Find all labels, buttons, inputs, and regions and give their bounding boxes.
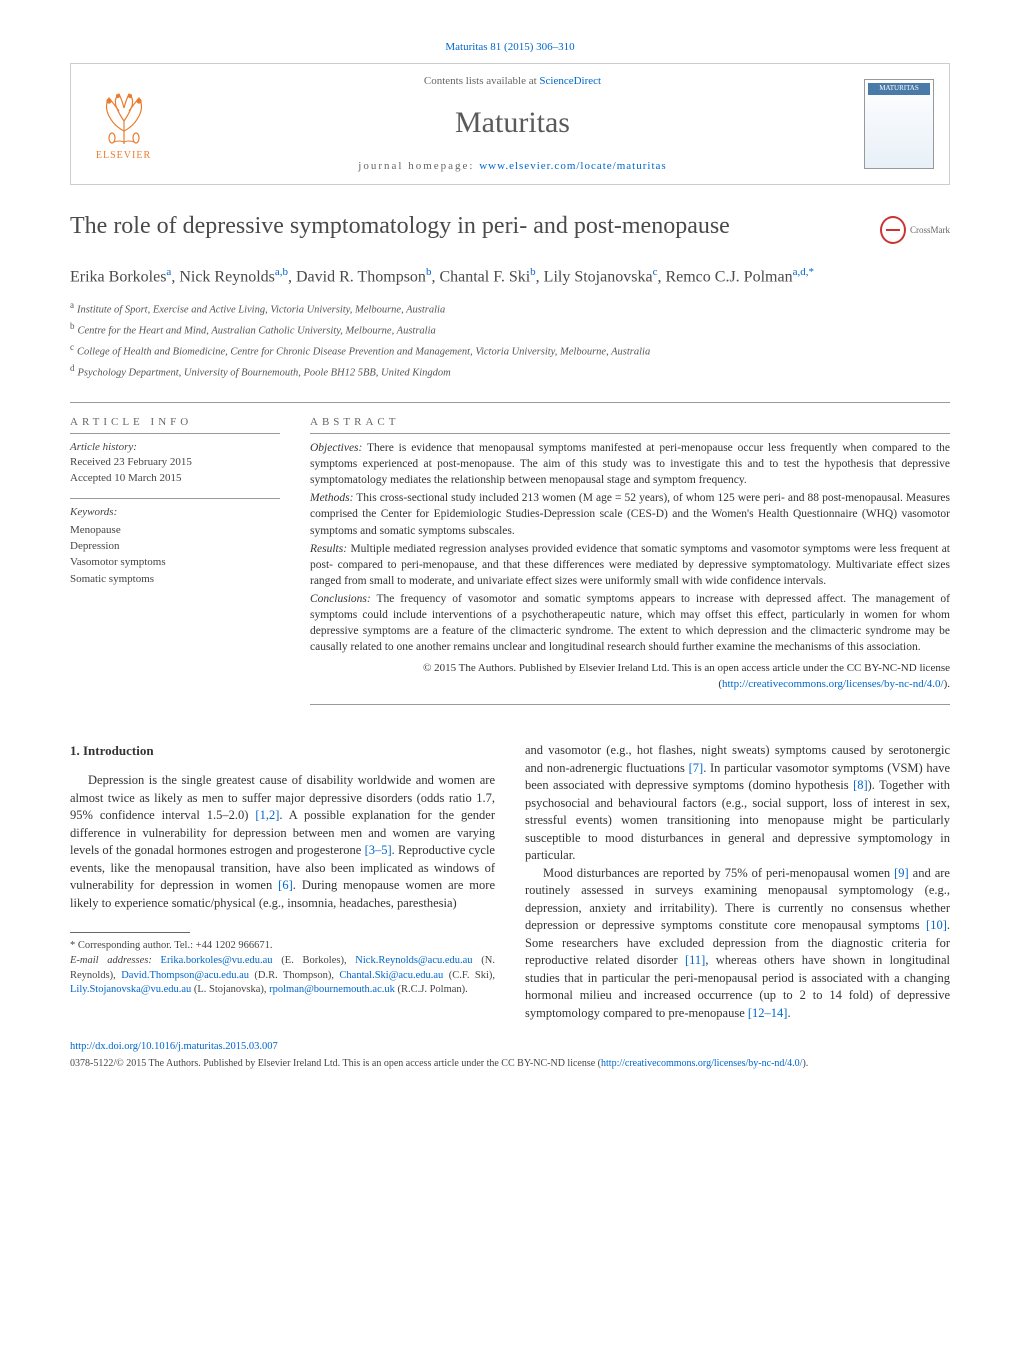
received-date: Received 23 February 2015 — [70, 455, 280, 470]
email-who: (C.F. Ski), — [443, 970, 495, 981]
journal-homepage-line: journal homepage: www.elsevier.com/locat… — [161, 159, 864, 174]
article-info-heading: ARTICLE INFO — [70, 415, 280, 430]
keywords-block: Keywords: MenopauseDepressionVasomotor s… — [70, 498, 280, 587]
elsevier-label: ELSEVIER — [96, 149, 151, 163]
ref-link[interactable]: [1,2] — [255, 808, 279, 822]
footnote-divider — [70, 932, 190, 933]
ref-link[interactable]: [8] — [853, 778, 868, 792]
results-label: Results: — [310, 543, 347, 555]
body-text: . — [787, 1006, 790, 1020]
email-link[interactable]: Erika.borkoles@vu.edu.au — [161, 955, 273, 966]
introduction-heading: 1. Introduction — [70, 742, 495, 760]
keyword-item: Somatic symptoms — [70, 572, 280, 587]
email-who: (L. Stojanovska), — [191, 984, 269, 995]
history-label: Article history: — [70, 440, 280, 455]
email-link[interactable]: Nick.Reynolds@acu.edu.au — [355, 955, 472, 966]
affiliation-line: aInstitute of Sport, Exercise and Active… — [70, 299, 950, 318]
email-who: (E. Borkoles), — [273, 955, 356, 966]
article-title: The role of depressive symptomatology in… — [70, 210, 880, 244]
abstract-conclusions: Conclusions: The frequency of vasomotor … — [310, 591, 950, 655]
affiliation-line: bCentre for the Heart and Mind, Australi… — [70, 320, 950, 339]
email-link[interactable]: David.Thompson@acu.edu.au — [121, 970, 249, 981]
divider — [310, 704, 950, 705]
journal-name: Maturitas — [161, 102, 864, 144]
doi-line: http://dx.doi.org/10.1016/j.maturitas.20… — [70, 1040, 950, 1055]
abstract-results: Results: Multiple mediated regression an… — [310, 541, 950, 589]
journal-cover-thumbnail: MATURITAS — [864, 79, 934, 169]
crossmark-label: CrossMark — [910, 224, 950, 237]
bottom-license-link[interactable]: http://creativecommons.org/licenses/by-n… — [601, 1058, 802, 1069]
divider — [70, 402, 950, 403]
body-paragraph: Depression is the single greatest cause … — [70, 772, 495, 912]
elsevier-tree-icon — [94, 86, 154, 146]
authors-line: Erika Borkolesa, Nick Reynoldsa,b, David… — [70, 265, 950, 289]
email-link[interactable]: Chantal.Ski@acu.edu.au — [339, 970, 443, 981]
article-info-column: ARTICLE INFO Article history: Received 2… — [70, 415, 280, 717]
sciencedirect-link[interactable]: ScienceDirect — [539, 75, 601, 87]
body-paragraph: Mood disturbances are reported by 75% of… — [525, 865, 950, 1023]
doi-link[interactable]: http://dx.doi.org/10.1016/j.maturitas.20… — [70, 1041, 278, 1052]
header-citation: Maturitas 81 (2015) 306–310 — [70, 40, 950, 55]
crossmark-badge[interactable]: CrossMark — [880, 210, 950, 250]
abstract-heading: ABSTRACT — [310, 415, 950, 430]
contents-lists-line: Contents lists available at ScienceDirec… — [161, 74, 864, 89]
body-column-right: and vasomotor (e.g., hot flashes, night … — [525, 742, 950, 1022]
ref-link[interactable]: [11] — [685, 953, 705, 967]
license-link[interactable]: http://creativecommons.org/licenses/by-n… — [722, 678, 944, 690]
results-text: Multiple mediated regression analyses pr… — [310, 543, 950, 587]
abstract-license: © 2015 The Authors. Published by Elsevie… — [310, 661, 950, 692]
methods-label: Methods: — [310, 492, 353, 504]
email-who: (R.C.J. Polman). — [395, 984, 468, 995]
ref-link[interactable]: [9] — [894, 866, 909, 880]
email-link[interactable]: rpolman@bournemouth.ac.uk — [269, 984, 395, 995]
email-link[interactable]: Lily.Stojanovska@vu.edu.au — [70, 984, 191, 995]
affiliation-line: cCollege of Health and Biomedicine, Cent… — [70, 341, 950, 360]
body-paragraph: and vasomotor (e.g., hot flashes, night … — [525, 742, 950, 865]
conclusions-label: Conclusions: — [310, 593, 371, 605]
methods-text: This cross-sectional study included 213 … — [310, 492, 950, 536]
ref-link[interactable]: [12–14] — [748, 1006, 788, 1020]
email-label: E-mail addresses: — [70, 955, 161, 966]
corresponding-author: * Corresponding author. Tel.: +44 1202 9… — [70, 939, 495, 954]
ref-link[interactable]: [3–5] — [365, 843, 392, 857]
abstract-objectives: Objectives: There is evidence that menop… — [310, 440, 950, 488]
abstract-methods: Methods: This cross-sectional study incl… — [310, 490, 950, 538]
affiliations-block: aInstitute of Sport, Exercise and Active… — [70, 299, 950, 382]
abstract-column: ABSTRACT Objectives: There is evidence t… — [310, 415, 950, 717]
affiliation-line: dPsychology Department, University of Bo… — [70, 362, 950, 381]
license-close: ). — [802, 1058, 808, 1069]
footnotes-block: * Corresponding author. Tel.: +44 1202 9… — [70, 939, 495, 998]
homepage-link[interactable]: www.elsevier.com/locate/maturitas — [479, 160, 666, 172]
accepted-date: Accepted 10 March 2015 — [70, 471, 280, 486]
journal-header-box: ELSEVIER Contents lists available at Sci… — [70, 63, 950, 185]
email-who: (D.R. Thompson), — [249, 970, 339, 981]
ref-link[interactable]: [10] — [926, 918, 947, 932]
cover-label: MATURITAS — [868, 83, 930, 95]
elsevier-logo: ELSEVIER — [86, 82, 161, 167]
keywords-label: Keywords: — [70, 505, 280, 520]
body-column-left: 1. Introduction Depression is the single… — [70, 742, 495, 1022]
keyword-item: Menopause — [70, 523, 280, 538]
keyword-item: Depression — [70, 539, 280, 554]
conclusions-text: The frequency of vasomotor and somatic s… — [310, 593, 950, 653]
keyword-item: Vasomotor symptoms — [70, 555, 280, 570]
article-history-block: Article history: Received 23 February 20… — [70, 433, 280, 486]
bottom-license: 0378-5122/© 2015 The Authors. Published … — [70, 1057, 950, 1071]
ref-link[interactable]: [6] — [278, 878, 293, 892]
crossmark-icon — [880, 216, 906, 244]
homepage-prefix: journal homepage: — [358, 160, 479, 172]
email-addresses: E-mail addresses: Erika.borkoles@vu.edu.… — [70, 954, 495, 998]
ref-link[interactable]: [7] — [689, 761, 704, 775]
license-text: 0378-5122/© 2015 The Authors. Published … — [70, 1058, 601, 1069]
body-text: Mood disturbances are reported by 75% of… — [543, 866, 894, 880]
license-close: ). — [944, 678, 950, 690]
contents-prefix: Contents lists available at — [424, 75, 539, 87]
objectives-text: There is evidence that menopausal sympto… — [310, 442, 950, 486]
objectives-label: Objectives: — [310, 442, 362, 454]
